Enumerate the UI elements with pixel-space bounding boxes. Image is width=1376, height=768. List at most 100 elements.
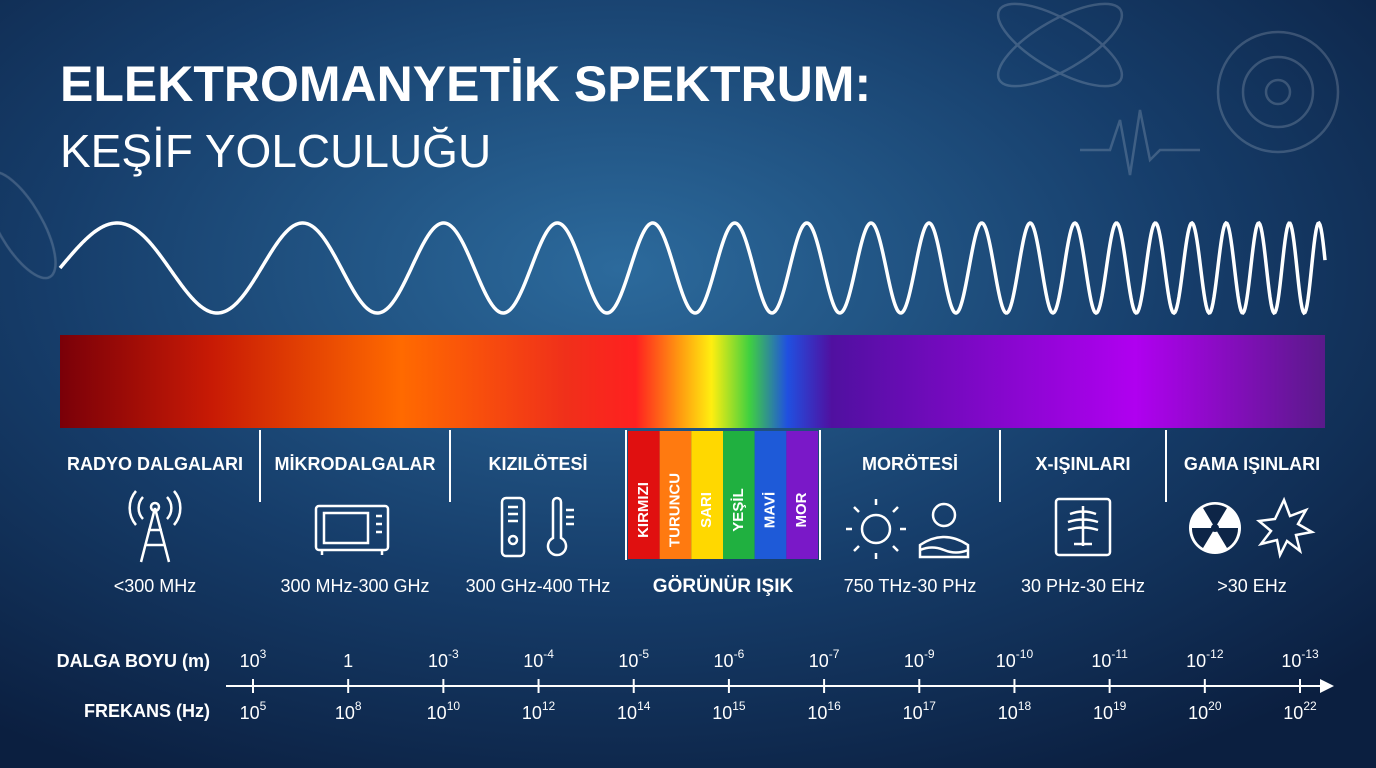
frequency-tick: 1022 <box>1283 699 1317 723</box>
tick-exp: 18 <box>1018 699 1032 713</box>
tick-exp: 15 <box>732 699 746 713</box>
radio-icon <box>128 490 182 563</box>
wavelength-tick: 10-11 <box>1091 647 1128 671</box>
subtitle: KEŞİF YOLCULUĞU <box>60 125 491 177</box>
wavelength-tick: 10-5 <box>618 647 649 671</box>
tick-base: 10 <box>1281 651 1301 671</box>
color-strip <box>754 431 787 559</box>
tick-exp: 14 <box>637 699 651 713</box>
tick-base: 10 <box>240 703 260 723</box>
color-label: SARI <box>698 492 715 528</box>
infrared-icon <box>500 496 574 558</box>
tick-exp: 22 <box>1303 699 1317 713</box>
tick-base: 10 <box>1091 651 1111 671</box>
tick-exp: 19 <box>1113 699 1127 713</box>
wavelength-tick: 103 <box>240 647 267 671</box>
frequency-tick: 105 <box>240 699 267 723</box>
frequency-tick: 1018 <box>998 699 1032 723</box>
band-range: <300 MHz <box>114 576 197 596</box>
uv-icon <box>846 499 970 559</box>
wavelength-tick: 10-3 <box>428 647 459 671</box>
title: ELEKTROMANYETİK SPEKTRUM: <box>60 56 871 112</box>
tick-exp: -5 <box>638 647 649 661</box>
tick-base: 10 <box>522 703 542 723</box>
color-label: MAVİ <box>761 492 778 528</box>
tick-base: 10 <box>998 703 1018 723</box>
tick-base: 10 <box>428 651 448 671</box>
tick-base: 10 <box>1093 703 1113 723</box>
tick-exp: -13 <box>1301 647 1319 661</box>
tick-base: 10 <box>618 651 638 671</box>
band-range: 30 PHz-30 EHz <box>1021 576 1145 596</box>
wave <box>58 220 1327 316</box>
band-range: 750 THz-30 PHz <box>844 576 977 596</box>
tick-base: 1 <box>343 651 353 671</box>
tick-base: 10 <box>617 703 637 723</box>
wavelength-tick: 10-10 <box>996 647 1034 671</box>
tick-base: 10 <box>807 703 827 723</box>
wavelength-tick: 1 <box>343 651 353 671</box>
wavelength-tick: 10-9 <box>904 647 935 671</box>
microwave-icon <box>314 504 390 555</box>
visible-label: GÖRÜNÜR IŞIK <box>653 576 794 597</box>
color-strip <box>691 431 723 559</box>
color-label: YEŞİL <box>730 488 747 531</box>
tick-exp: -7 <box>829 647 840 661</box>
color-strip <box>786 431 818 559</box>
band-label: X-IŞINLARI <box>1035 454 1130 474</box>
tick-base: 10 <box>240 651 260 671</box>
tick-exp: 3 <box>260 647 267 661</box>
tick-exp: 12 <box>542 699 556 713</box>
tick-exp: 16 <box>827 699 841 713</box>
frequency-tick: 1017 <box>903 699 937 723</box>
band-label: RADYO DALGALARI <box>67 454 243 474</box>
color-strip <box>659 431 692 559</box>
wavelength-label: DALGA BOYU (m) <box>57 651 210 671</box>
tick-base: 10 <box>904 651 924 671</box>
tick-base: 10 <box>427 703 447 723</box>
color-strip <box>628 431 660 559</box>
tick-exp: -11 <box>1111 647 1128 661</box>
band-label: KIZILÖTESİ <box>489 454 588 474</box>
tick-base: 10 <box>1188 703 1208 723</box>
color-label: MOR <box>793 492 810 527</box>
tick-base: 10 <box>335 703 355 723</box>
tick-base: 10 <box>1283 703 1303 723</box>
frequency-tick: 1014 <box>617 699 651 723</box>
tick-base: 10 <box>714 651 734 671</box>
band-label: GAMA IŞINLARI <box>1184 454 1320 474</box>
tick-base: 10 <box>996 651 1016 671</box>
tick-exp: -10 <box>1016 647 1034 661</box>
color-label: TURUNCU <box>666 473 683 547</box>
band-label: MORÖTESİ <box>862 454 958 474</box>
band-range: 300 GHz-400 THz <box>466 576 611 596</box>
tick-exp: -3 <box>448 647 459 661</box>
gamma-icon <box>1189 496 1316 559</box>
color-label: KIRMIZI <box>635 482 652 538</box>
wavelength-tick: 10-4 <box>523 647 554 671</box>
wavelength-tick: 10-13 <box>1281 647 1319 671</box>
frequency-tick: 1012 <box>522 699 556 723</box>
band-label: MİKRODALGALAR <box>275 454 436 474</box>
tick-base: 10 <box>903 703 923 723</box>
frequency-label: FREKANS (Hz) <box>84 701 210 721</box>
tick-exp: -4 <box>543 647 554 661</box>
frequency-tick: 1015 <box>712 699 746 723</box>
band-range: 300 MHz-300 GHz <box>280 576 429 596</box>
tick-exp: -12 <box>1206 647 1224 661</box>
tick-base: 10 <box>712 703 732 723</box>
tick-exp: 20 <box>1208 699 1222 713</box>
tick-exp: 17 <box>923 699 937 713</box>
tick-exp: -9 <box>924 647 935 661</box>
tick-base: 10 <box>809 651 829 671</box>
frequency-tick: 1016 <box>807 699 841 723</box>
wavelength-tick: 10-6 <box>714 647 745 671</box>
tick-exp: -6 <box>734 647 745 661</box>
frequency-tick: 1020 <box>1188 699 1222 723</box>
decor <box>0 2 1340 280</box>
tick-exp: 5 <box>260 699 267 713</box>
frequency-tick: 108 <box>335 699 362 723</box>
